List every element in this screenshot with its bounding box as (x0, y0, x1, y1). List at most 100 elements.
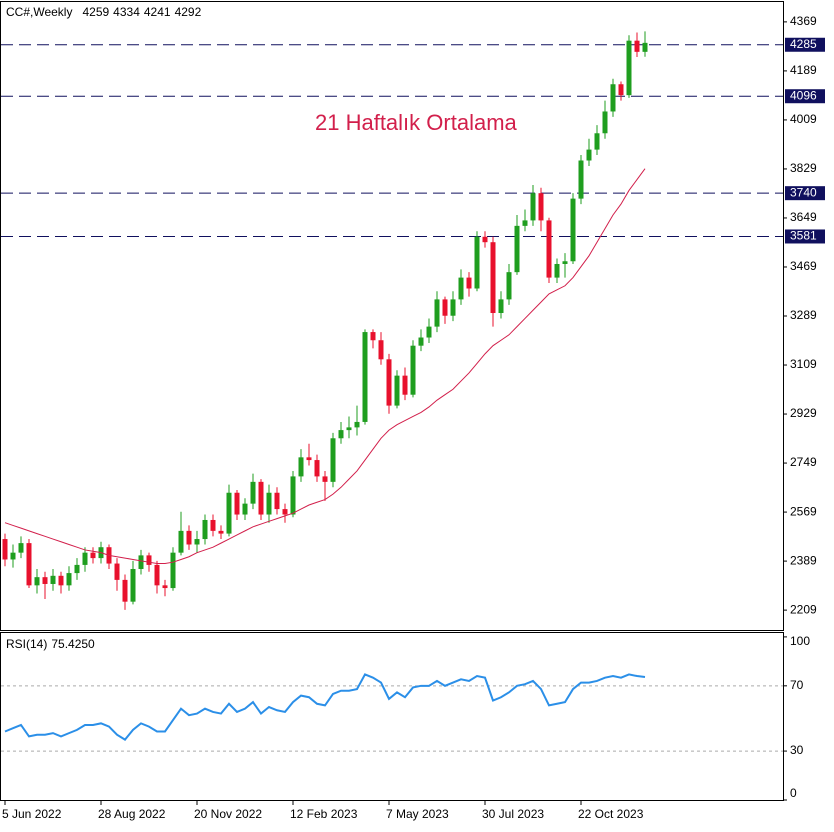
candle-body (538, 193, 544, 221)
candle-body (186, 530, 192, 545)
level-label-box (785, 186, 825, 201)
candle-body (418, 337, 424, 346)
candle-body (266, 492, 272, 515)
candle-body (618, 84, 624, 96)
candle-body (354, 421, 360, 428)
y-tick-label: 3469 (790, 259, 817, 273)
y-tick-label: 4189 (790, 63, 817, 77)
y-tick-label: 2929 (790, 406, 817, 420)
candle-body (162, 585, 168, 589)
x-tick-label: 7 May 2023 (386, 807, 449, 821)
candle-body (322, 476, 328, 482)
candle-body (394, 375, 400, 406)
candle-body (146, 555, 152, 565)
candle-body (18, 543, 24, 553)
level-label-box (785, 37, 825, 52)
candle-body (506, 272, 512, 300)
candle-body (386, 359, 392, 406)
candle-body (546, 220, 552, 278)
candle-body (378, 340, 384, 360)
x-tick-label: 20 Nov 2022 (194, 807, 262, 821)
candle-body (282, 509, 288, 515)
candle-body (290, 476, 296, 515)
candle-body (250, 481, 256, 504)
x-tick-label: 30 Jul 2023 (482, 807, 544, 821)
candle-body (58, 575, 64, 586)
candle-body (602, 111, 608, 134)
ohlc-value: 4334 (113, 5, 140, 19)
candle-body (626, 40, 632, 96)
y-tick-label: 2749 (790, 455, 817, 469)
candle-body (490, 242, 496, 314)
candle-body (338, 430, 344, 439)
y-tick-label: 3109 (790, 357, 817, 371)
candle-body (482, 236, 488, 243)
candle-body (522, 220, 528, 226)
candle-body (466, 277, 472, 289)
x-tick-label: 12 Feb 2023 (290, 807, 358, 821)
candle-body (154, 564, 160, 586)
candle-body (10, 552, 16, 560)
y-tick-label: 3289 (790, 308, 817, 322)
y-tick-label: 30 (790, 743, 804, 757)
level-label-box (785, 89, 825, 104)
candle-body (114, 563, 120, 580)
candle-body (90, 552, 96, 559)
candle-body (402, 375, 408, 395)
candle-body (2, 539, 8, 560)
candle-body (210, 519, 216, 531)
candle-body (202, 519, 208, 540)
moving-average (4, 168, 646, 565)
level-label: 4285 (790, 37, 817, 51)
candle-body (514, 225, 520, 273)
candle-body (370, 332, 376, 341)
ohlc-value: 4241 (144, 5, 171, 19)
x-tick-label: 22 Oct 2023 (578, 807, 644, 821)
candle-body (50, 575, 56, 584)
candle-body (442, 299, 448, 316)
candle-body (578, 160, 584, 199)
y-tick-label: 4009 (790, 112, 817, 126)
candle-body (82, 552, 88, 565)
candle-body (226, 492, 232, 534)
candle-body (42, 577, 48, 584)
rsi-panel (0, 632, 784, 801)
y-tick-label: 0 (790, 786, 797, 800)
candle-body (194, 539, 200, 545)
symbol: CC#,Weekly (6, 5, 72, 19)
level-label: 4096 (790, 88, 817, 102)
x-tick-label: 28 Aug 2022 (98, 807, 166, 821)
candle-body (362, 332, 368, 422)
indicator: RSI(14) (6, 637, 47, 651)
candle-body (498, 299, 504, 314)
candle-body (594, 133, 600, 150)
y-tick-label: 100 (790, 634, 810, 648)
candle-body (314, 460, 320, 477)
candle-body (178, 530, 184, 553)
level-label-box (785, 229, 825, 244)
candle-body (26, 543, 32, 586)
candle-body (298, 457, 304, 477)
candle-body (258, 481, 264, 515)
candle-body (242, 503, 248, 515)
candle-body (130, 568, 136, 602)
x-tick-label: 5 Jun 2022 (2, 807, 62, 821)
candle-body (562, 261, 568, 264)
candle-body (586, 149, 592, 161)
candle-body (434, 299, 440, 327)
candle-body (610, 84, 616, 112)
annotation: 21 Haftalık Ortalama (315, 110, 518, 135)
y-tick-label: 4369 (790, 14, 817, 28)
candle-body (170, 552, 176, 589)
ohlc-value: 4259 (82, 5, 109, 19)
level-label: 3581 (790, 229, 817, 243)
y-tick-label: 3829 (790, 161, 817, 175)
y-tick-label: 70 (790, 678, 804, 692)
candle-body (66, 573, 72, 586)
candle-body (410, 345, 416, 395)
candle-body (570, 198, 576, 262)
candle-body (138, 555, 144, 569)
candle-body (74, 564, 80, 574)
indicator-value: 75.4250 (51, 637, 95, 651)
